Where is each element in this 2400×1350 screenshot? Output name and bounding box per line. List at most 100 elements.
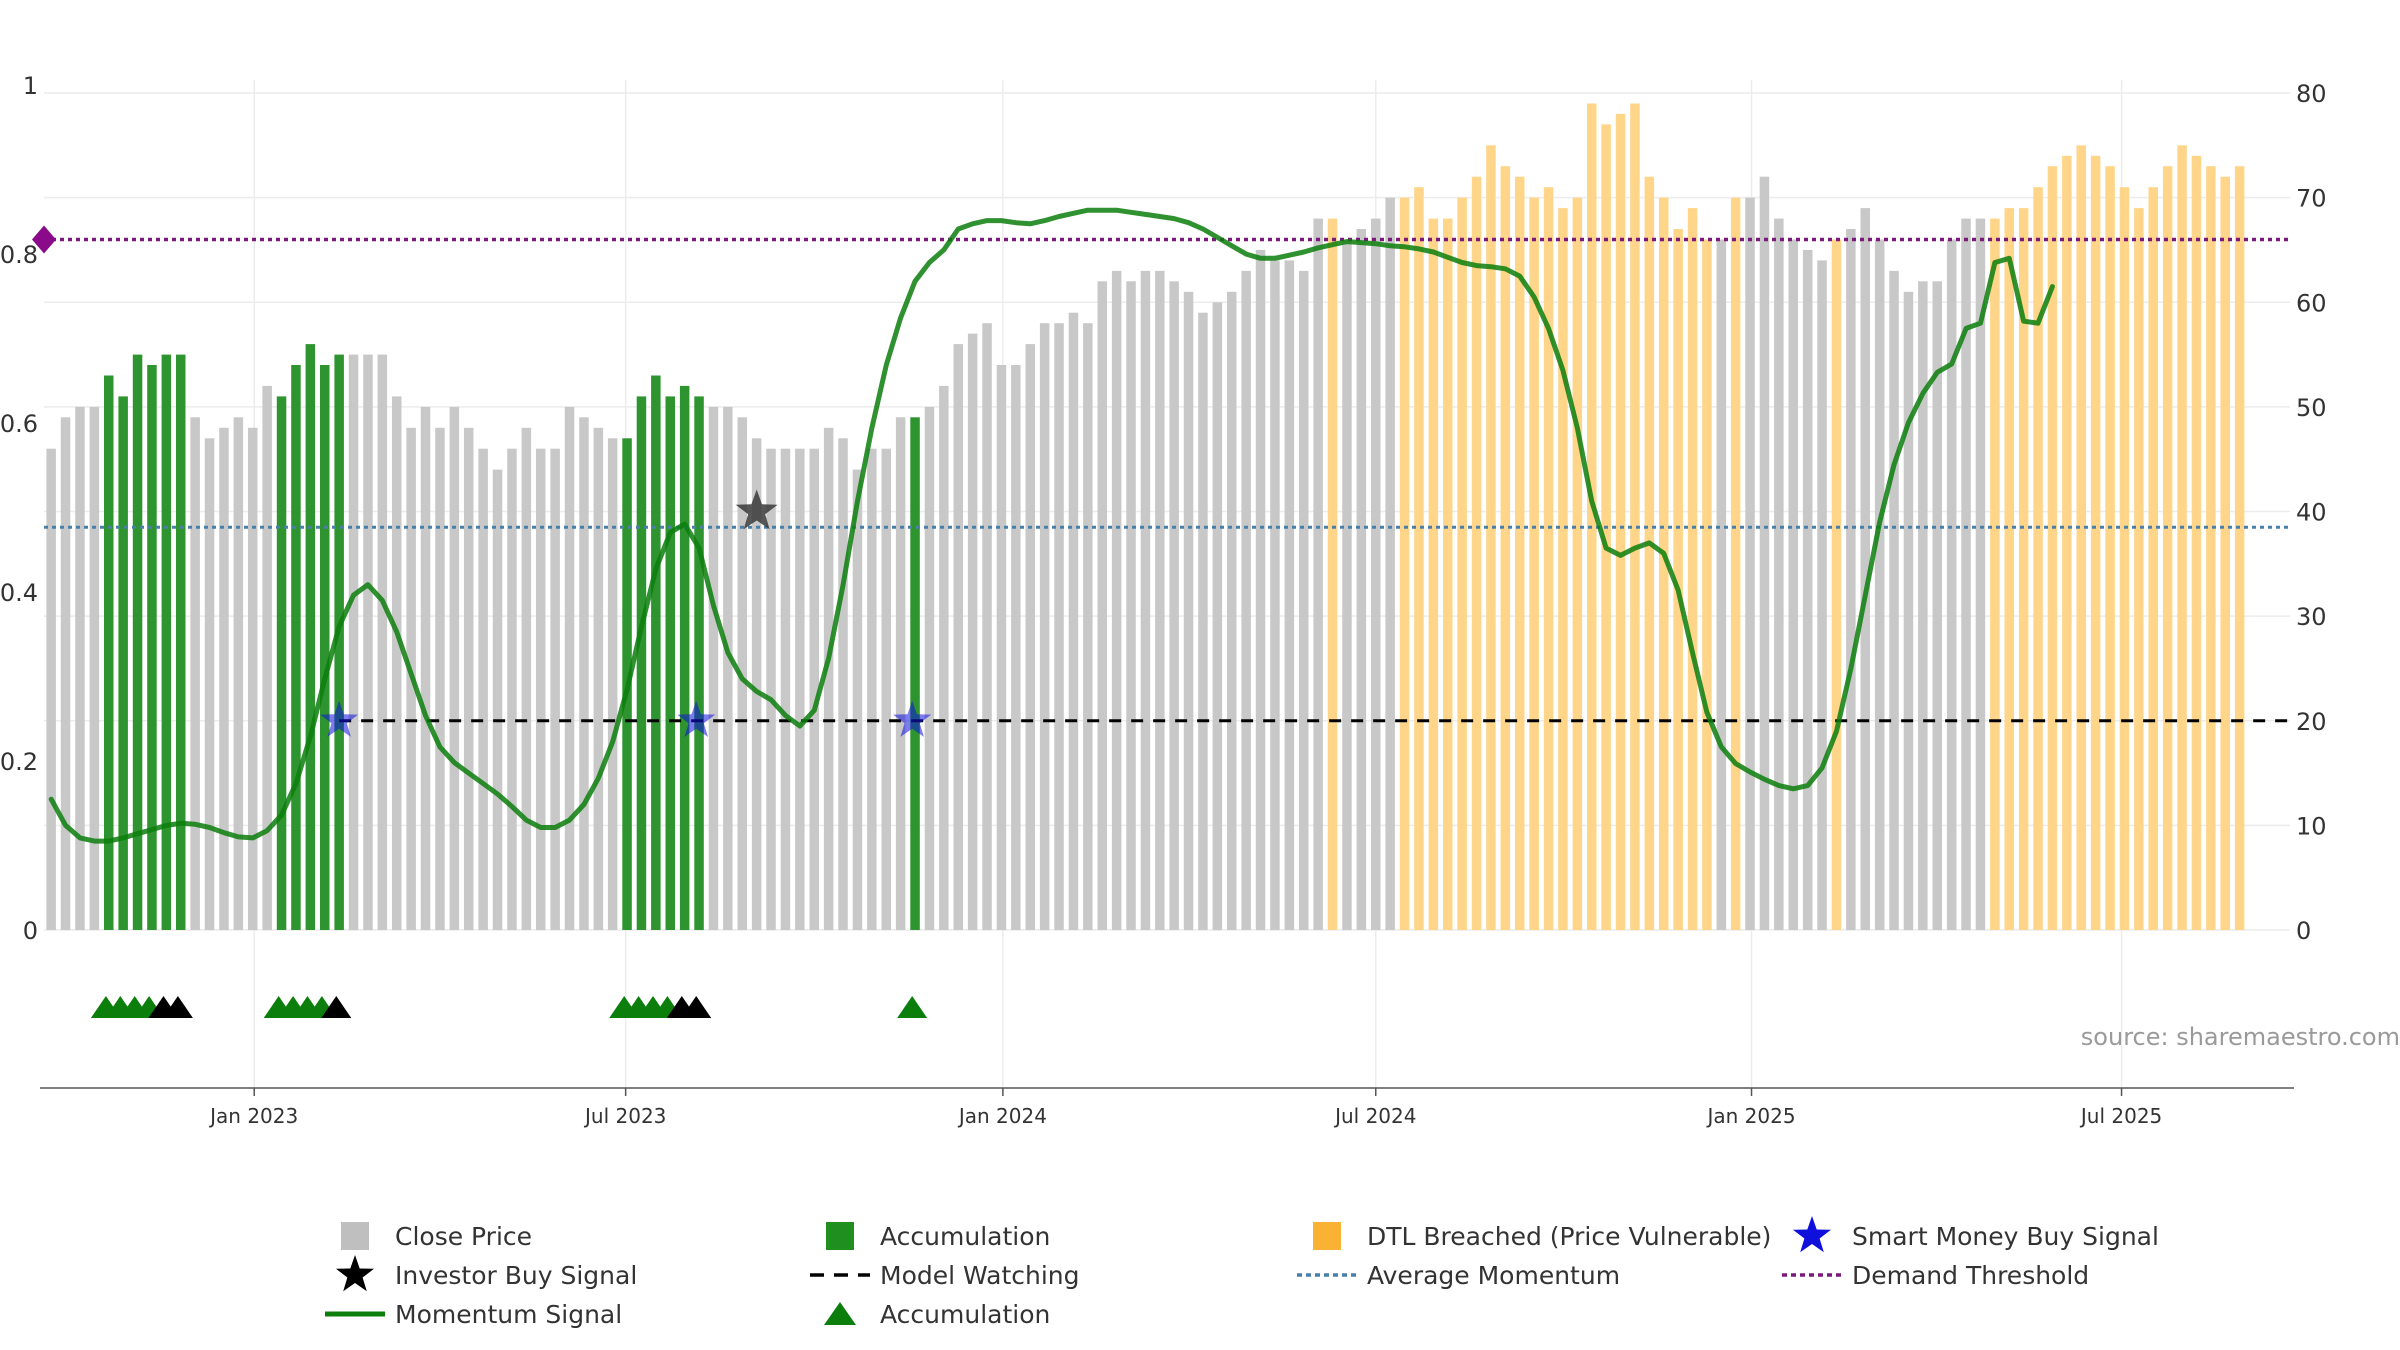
x-axis-tick-label: Jan 2023: [208, 1104, 298, 1128]
close-price-bar: [478, 448, 488, 930]
close-price-bar: [248, 427, 258, 930]
right-axis-tick-label: 70: [2296, 185, 2327, 213]
x-axis-tick-label: Jan 2024: [957, 1104, 1047, 1128]
close-price-bar: [536, 448, 546, 930]
momentum-signal-line: [48, 207, 2055, 844]
left-axis-tick-label: 0.4: [0, 579, 38, 607]
close-price-bar: [823, 427, 834, 930]
close-price-bar: [579, 417, 589, 930]
close-price-bar: [953, 344, 963, 931]
close-price-bar: [1126, 281, 1136, 930]
dtl-breached-bar: [2162, 166, 2173, 930]
legend-label: DTL Breached (Price Vulnerable): [1367, 1222, 1771, 1251]
dtl-breached-bar: [1399, 197, 1410, 931]
close-price-bar: [1039, 323, 1050, 930]
close-price-bar: [838, 438, 848, 930]
x-axis-tick-label: Jul 2023: [583, 1104, 666, 1128]
close-price-bar: [1371, 218, 1381, 931]
close-price-bar: [1716, 239, 1727, 930]
accumulation-bar: [636, 396, 647, 930]
legend-label: Accumulation: [880, 1300, 1050, 1329]
dtl-breached-bar: [1443, 218, 1453, 931]
dtl-breached-bar: [2076, 145, 2086, 931]
close-price-bar: [593, 427, 604, 930]
signal-triangle-row: [90, 996, 928, 1018]
close-price-bar: [392, 396, 402, 930]
close-price-bar: [795, 448, 805, 930]
dtl-breached-bar: [2191, 155, 2202, 931]
legend-item: Accumulation: [824, 1300, 1050, 1329]
close-price-bar: [852, 469, 863, 930]
legend: Close Price Accumulation DTL Breached (Pri…: [325, 1216, 2159, 1329]
close-price-bar: [1356, 229, 1367, 930]
left-axis-tick-label: 0.8: [0, 241, 38, 269]
accumulation-bar: [679, 385, 690, 930]
legend-item: Demand Threshold: [1782, 1261, 2089, 1290]
dtl-breached-bar: [2090, 155, 2101, 931]
accumulation-bar: [161, 354, 172, 931]
close-price-bar: [1299, 270, 1309, 930]
close-price-bar: [507, 448, 517, 930]
accumulation-bar: [320, 365, 330, 930]
close-price-bar: [564, 406, 575, 930]
close-price-bar: [708, 406, 719, 930]
smart-money-buy-star: [893, 700, 932, 737]
close-price-bar: [1198, 312, 1208, 930]
investor-signal-triangle: [321, 996, 352, 1018]
close-price-bar: [1313, 218, 1323, 931]
close-price-bar: [1111, 270, 1122, 930]
close-price-bar: [967, 333, 978, 931]
close-price-bar: [60, 417, 71, 930]
close-price-bar: [1011, 365, 1021, 930]
investor-signal-triangle: [681, 996, 712, 1018]
legend-label: Close Price: [395, 1222, 532, 1251]
legend-star-icon: [336, 1255, 374, 1292]
accumulation-triangle: [897, 996, 928, 1018]
price-bars: [46, 103, 2245, 931]
dtl-breached-bar: [2148, 187, 2158, 930]
dtl-breached-bar: [1500, 166, 1511, 930]
legend-star-icon: [1793, 1216, 1831, 1253]
dtl-breached-bar: [1414, 187, 1424, 930]
dtl-breached-bar: [2134, 208, 2144, 931]
dtl-breached-bar: [1529, 197, 1539, 931]
dtl-breached-bar: [1831, 239, 1842, 930]
demand-threshold-marker: [32, 225, 56, 254]
close-price-bar: [1241, 270, 1251, 930]
close-price-bar: [867, 448, 877, 930]
close-price-bar: [1385, 197, 1395, 931]
close-price-bar: [1054, 323, 1064, 930]
close-price-bar: [1846, 229, 1856, 930]
close-price-bar: [1860, 208, 1870, 931]
close-price-bar: [1774, 218, 1784, 931]
dtl-breached-bar: [1615, 113, 1626, 930]
momentum-signal-path: [48, 207, 2055, 844]
dtl-breached-bar: [2177, 145, 2187, 931]
close-price-bar: [924, 406, 935, 930]
accumulation-bar: [118, 396, 128, 930]
legend-item: Close Price: [341, 1222, 532, 1251]
close-price-bar: [1946, 239, 1957, 930]
close-price-bar: [521, 427, 532, 930]
right-axis-tick-label: 10: [2296, 812, 2327, 840]
close-price-bar: [607, 438, 618, 930]
legend-label: Accumulation: [880, 1222, 1050, 1251]
legend-label: Investor Buy Signal: [395, 1261, 637, 1290]
left-axis-tick-label: 0.2: [0, 748, 38, 776]
close-price-bar: [1745, 197, 1755, 931]
dtl-breached-bar: [1587, 103, 1597, 930]
dtl-breached-bar: [1673, 229, 1683, 930]
x-axis-tick-label: Jul 2024: [1333, 1104, 1416, 1128]
right-axis-tick-label: 80: [2296, 80, 2327, 108]
close-price-bar: [464, 427, 474, 930]
legend-item: Model Watching: [810, 1261, 1080, 1290]
dtl-breached-bar: [1687, 208, 1698, 931]
accumulation-bar: [694, 396, 704, 930]
reference-lines: [32, 225, 2290, 723]
close-price-bar: [435, 427, 445, 930]
legend-swatch: [826, 1222, 854, 1250]
dtl-breached-bar: [2047, 166, 2058, 930]
smart-money-buy-star: [677, 700, 716, 737]
